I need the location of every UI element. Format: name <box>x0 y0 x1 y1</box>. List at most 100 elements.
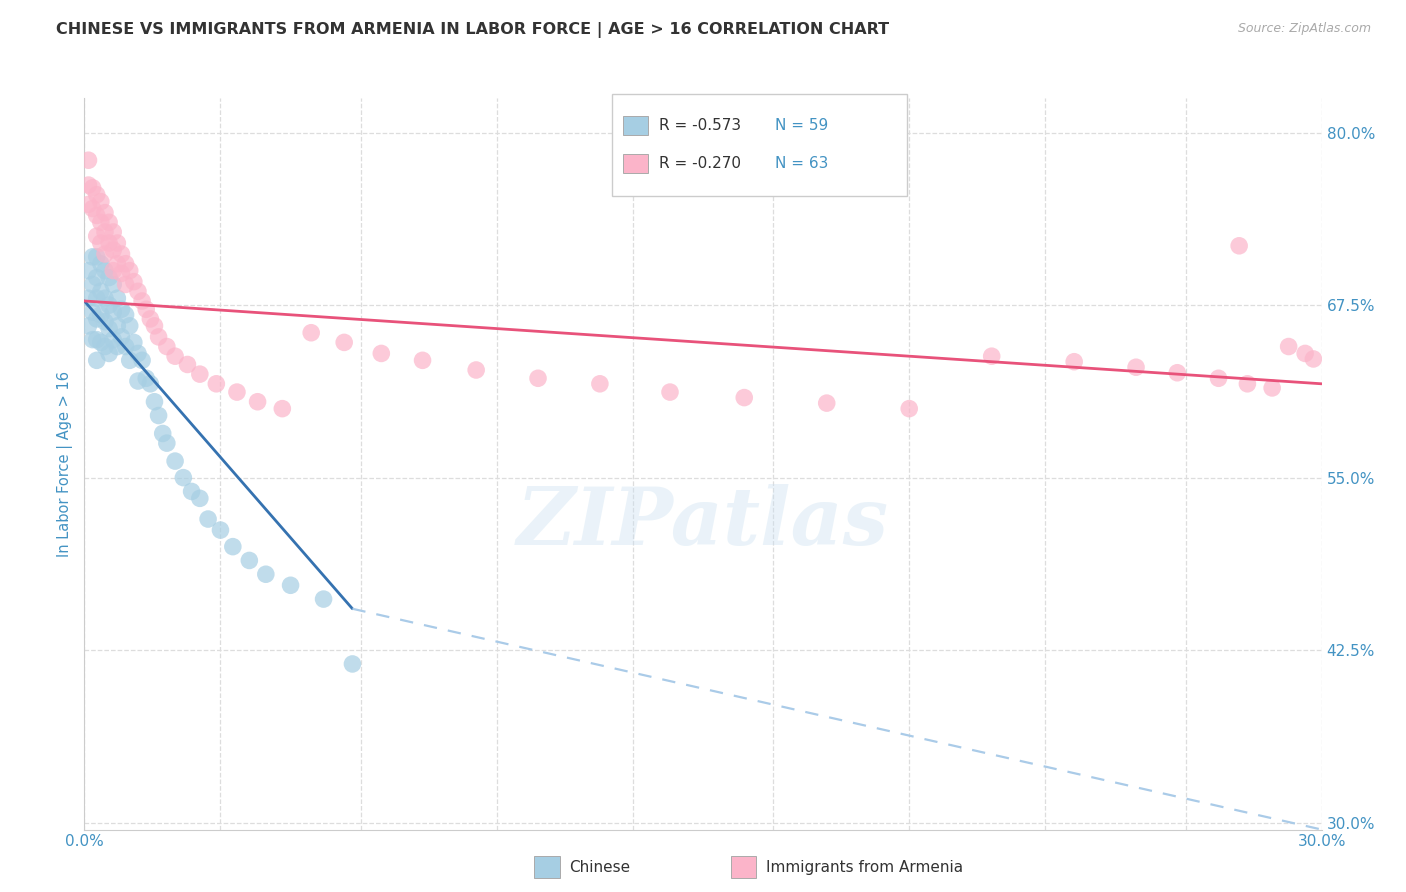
Point <box>152 426 174 441</box>
Point <box>156 339 179 353</box>
Point <box>98 298 121 312</box>
Point <box>135 302 157 317</box>
Point <box>86 353 108 368</box>
Point <box>94 291 117 305</box>
Point <box>98 270 121 285</box>
Point <box>103 243 125 257</box>
Point <box>527 371 550 385</box>
Point <box>114 277 136 292</box>
Point <box>143 394 166 409</box>
Point <box>1236 376 1258 391</box>
Point <box>127 346 149 360</box>
Point <box>86 312 108 326</box>
Point <box>127 374 149 388</box>
Point <box>589 376 612 391</box>
Point <box>77 178 100 192</box>
Point <box>94 247 117 261</box>
Point <box>114 339 136 353</box>
Point <box>105 291 128 305</box>
Point <box>188 491 211 506</box>
Point <box>271 401 294 416</box>
Point <box>82 202 104 216</box>
Point <box>103 333 125 347</box>
Text: CHINESE VS IMMIGRANTS FROM ARMENIA IN LABOR FORCE | AGE > 16 CORRELATION CHART: CHINESE VS IMMIGRANTS FROM ARMENIA IN LA… <box>56 22 890 38</box>
Point <box>980 349 1002 363</box>
Point <box>815 396 838 410</box>
Point <box>342 657 364 671</box>
Text: Source: ZipAtlas.com: Source: ZipAtlas.com <box>1237 22 1371 36</box>
Point <box>90 285 112 299</box>
Point <box>105 339 128 353</box>
Point <box>90 335 112 350</box>
Point <box>139 312 162 326</box>
Point <box>105 318 128 333</box>
Point <box>1063 355 1085 369</box>
Point <box>94 339 117 353</box>
Y-axis label: In Labor Force | Age > 16: In Labor Force | Age > 16 <box>58 371 73 557</box>
Point <box>103 277 125 292</box>
Point <box>77 291 100 305</box>
Point <box>222 540 245 554</box>
Point <box>1302 351 1324 366</box>
Point <box>197 512 219 526</box>
Text: N = 59: N = 59 <box>775 118 828 133</box>
Point <box>82 333 104 347</box>
Point <box>86 250 108 264</box>
Point <box>176 358 198 372</box>
Point <box>246 394 269 409</box>
Point <box>733 391 755 405</box>
Point <box>139 376 162 391</box>
Point <box>90 215 112 229</box>
Point <box>77 153 100 168</box>
Point <box>86 187 108 202</box>
Text: Immigrants from Armenia: Immigrants from Armenia <box>766 860 963 874</box>
Point <box>118 263 141 277</box>
Point <box>205 376 228 391</box>
Point <box>188 367 211 381</box>
Point <box>82 305 104 319</box>
Point <box>156 436 179 450</box>
Point <box>1294 346 1316 360</box>
Point <box>118 318 141 333</box>
Point <box>82 250 104 264</box>
Point <box>94 205 117 219</box>
Point <box>86 209 108 223</box>
Point <box>90 235 112 250</box>
Point <box>898 401 921 416</box>
Point <box>143 318 166 333</box>
Point <box>148 330 170 344</box>
Point <box>333 335 356 350</box>
Text: ZIPatlas: ZIPatlas <box>517 483 889 561</box>
Point <box>209 523 232 537</box>
Point <box>82 277 104 292</box>
Point <box>131 293 153 308</box>
Point <box>90 308 112 322</box>
Text: Chinese: Chinese <box>569 860 630 874</box>
Point <box>1208 371 1230 385</box>
Point <box>114 257 136 271</box>
Point <box>105 235 128 250</box>
Point <box>103 305 125 319</box>
Point <box>86 229 108 244</box>
Point <box>254 567 277 582</box>
Point <box>94 315 117 329</box>
Point <box>110 330 132 344</box>
Point <box>98 321 121 335</box>
Point <box>98 346 121 360</box>
Point <box>1227 239 1250 253</box>
Point <box>82 181 104 195</box>
Point <box>370 346 392 360</box>
Point <box>110 266 132 280</box>
Point <box>86 270 108 285</box>
Point <box>1261 381 1284 395</box>
Text: N = 63: N = 63 <box>775 156 828 171</box>
Point <box>238 553 260 567</box>
Point <box>77 263 100 277</box>
Point <box>226 385 249 400</box>
Point <box>77 318 100 333</box>
Text: R = -0.270: R = -0.270 <box>659 156 741 171</box>
Point <box>94 225 117 239</box>
Point <box>465 363 488 377</box>
Point <box>122 335 145 350</box>
Point <box>90 194 112 209</box>
